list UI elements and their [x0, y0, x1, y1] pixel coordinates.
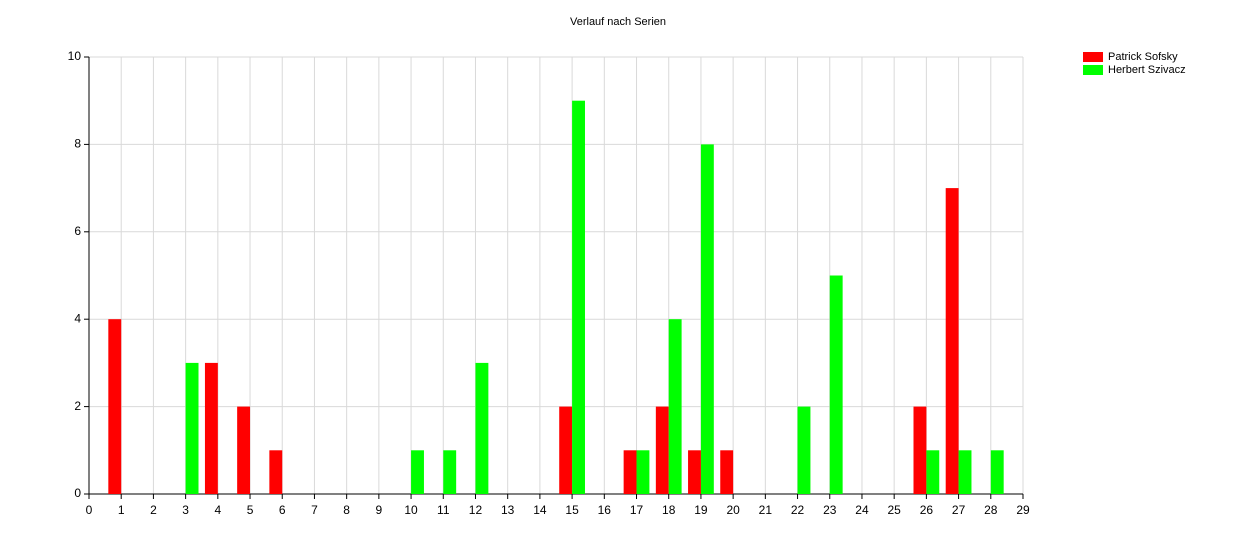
bar	[990, 450, 1004, 494]
x-tick-label: 5	[247, 503, 254, 517]
bar	[636, 450, 650, 494]
x-tick-label: 3	[182, 503, 189, 517]
x-tick-label: 6	[279, 503, 286, 517]
bar	[829, 275, 843, 494]
x-tick-label: 8	[343, 503, 350, 517]
x-tick-label: 17	[630, 503, 644, 517]
x-tick-label: 12	[469, 503, 483, 517]
x-tick-label: 19	[694, 503, 708, 517]
bar	[411, 450, 424, 494]
x-tick-label: 28	[984, 503, 998, 517]
x-tick-label: 23	[823, 503, 837, 517]
x-tick-label: 24	[855, 503, 869, 517]
bar	[185, 362, 199, 494]
bar	[668, 319, 682, 494]
x-tick-label: 1	[118, 503, 125, 517]
x-tick-label: 26	[920, 503, 934, 517]
x-tick-label: 29	[1016, 503, 1030, 517]
bar	[688, 450, 701, 494]
bar	[958, 450, 972, 494]
x-tick-label: 27	[952, 503, 966, 517]
y-tick-label: 6	[74, 224, 81, 238]
x-tick-label: 18	[662, 503, 676, 517]
x-tick-label: 25	[887, 503, 901, 517]
bar	[237, 406, 251, 494]
bar	[700, 144, 714, 494]
legend-label: Herbert Szivacz	[1108, 64, 1186, 76]
y-tick-label: 0	[74, 486, 81, 500]
x-tick-label: 9	[376, 503, 383, 517]
bar	[913, 406, 927, 494]
bar	[572, 100, 585, 494]
bar	[926, 450, 940, 494]
x-tick-label: 15	[565, 503, 579, 517]
x-tick-label: 10	[404, 503, 418, 517]
bar	[797, 406, 811, 494]
x-tick-label: 2	[150, 503, 157, 517]
y-tick-label: 2	[74, 399, 81, 413]
bar	[945, 188, 959, 494]
x-tick-label: 11	[437, 503, 450, 517]
y-tick-label: 8	[74, 137, 81, 151]
x-tick-label: 4	[214, 503, 221, 517]
x-tick-label: 20	[726, 503, 740, 517]
y-tick-label: 10	[68, 49, 82, 63]
x-tick-label: 14	[533, 503, 547, 517]
legend-swatch	[1083, 65, 1103, 75]
chart-title: Verlauf nach Serien	[570, 16, 666, 28]
x-tick-label: 22	[791, 503, 805, 517]
bar	[623, 450, 637, 494]
bar	[269, 450, 283, 494]
bar	[108, 319, 122, 494]
x-tick-label: 13	[501, 503, 515, 517]
x-tick-label: 7	[311, 503, 318, 517]
legend-swatch	[1083, 52, 1103, 62]
bar	[655, 406, 669, 494]
x-tick-label: 21	[759, 503, 773, 517]
legend-label: Patrick Sofsky	[1108, 51, 1178, 63]
bar	[443, 450, 457, 494]
x-tick-label: 16	[598, 503, 612, 517]
bar	[720, 450, 734, 494]
bar	[475, 362, 489, 494]
x-tick-label: 0	[86, 503, 93, 517]
bar	[204, 362, 218, 494]
y-tick-label: 4	[74, 311, 81, 325]
bar	[559, 406, 573, 494]
